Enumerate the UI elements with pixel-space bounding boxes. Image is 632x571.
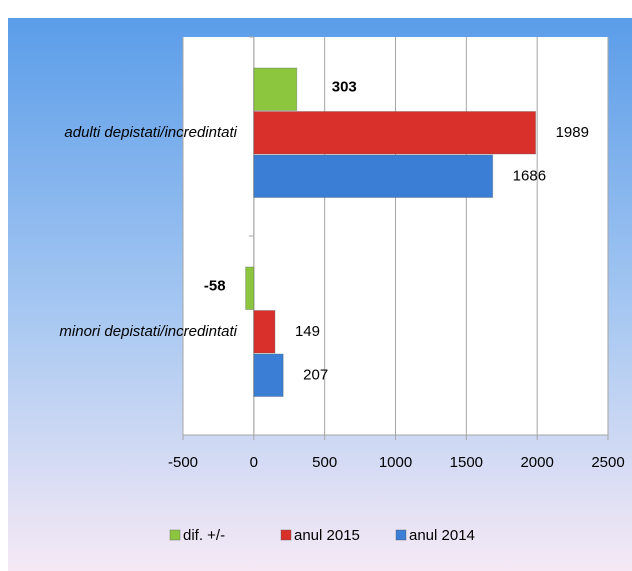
x-tick-label: 2000: [520, 454, 553, 471]
data-label: 1989: [556, 124, 589, 141]
legend-swatch: [169, 529, 181, 541]
data-label: 149: [295, 323, 320, 340]
bar: [253, 310, 276, 354]
legend-swatch: [280, 529, 292, 541]
data-label: 1686: [513, 168, 546, 185]
x-tick-label: 0: [250, 454, 258, 471]
legend-label: dif. +/-: [183, 527, 225, 544]
data-label: 303: [332, 79, 357, 96]
x-tick-label: -500: [168, 454, 198, 471]
x-tick-label: 1500: [450, 454, 483, 471]
data-label: -58: [204, 278, 226, 295]
x-tick-label: 1000: [379, 454, 412, 471]
bar: [245, 266, 255, 310]
bar: [253, 67, 298, 111]
legend-label: anul 2015: [294, 527, 360, 544]
legend-label: anul 2014: [409, 527, 475, 544]
legend-swatch: [395, 529, 407, 541]
bar: [253, 154, 494, 198]
category-label: minori depistati/incredintati: [59, 323, 237, 340]
category-label: adulti depistati/incredintati: [64, 124, 237, 141]
data-label: 207: [303, 367, 328, 384]
x-tick-label: 500: [312, 454, 337, 471]
x-tick-label: 2500: [591, 454, 624, 471]
bar: [253, 353, 284, 397]
bar: [253, 111, 537, 155]
